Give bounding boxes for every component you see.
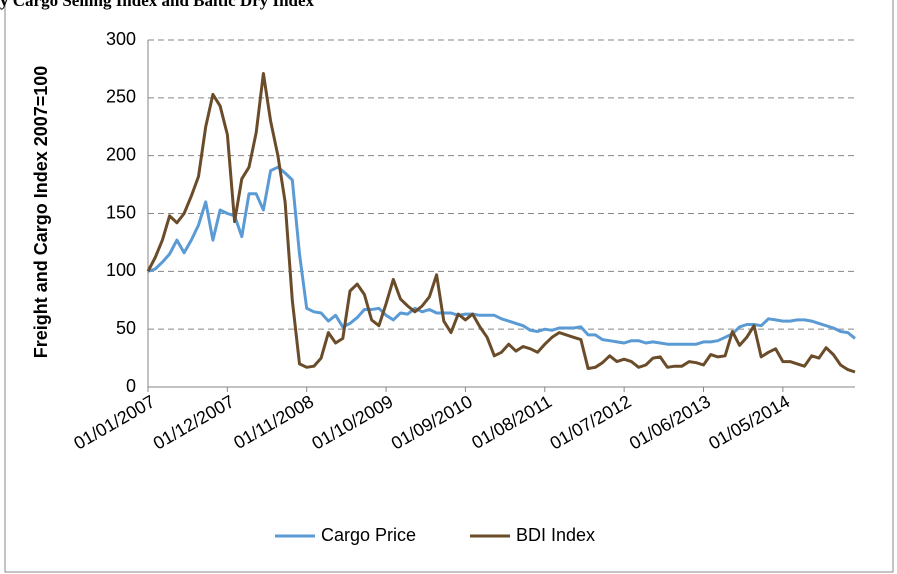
x-tick-label: 01/05/2014 — [705, 391, 793, 453]
x-tick-label: 01/06/2013 — [626, 391, 714, 453]
chart-title: y Cargo Selling Index and Baltic Dry Ind… — [0, 0, 315, 10]
y-tick-label: 200 — [106, 144, 136, 164]
legend-label: BDI Index — [516, 525, 595, 545]
x-tick-label: 01/07/2012 — [546, 391, 634, 453]
y-axis-title: Freight and Cargo Index 2007=100 — [31, 66, 51, 359]
x-tick-label: 01/10/2009 — [308, 391, 396, 453]
y-tick-label: 50 — [116, 318, 136, 338]
x-tick-label: 01/09/2010 — [388, 391, 476, 453]
y-tick-label: 250 — [106, 87, 136, 107]
y-tick-label: 300 — [106, 29, 136, 49]
x-tick-label: 01/08/2011 — [468, 391, 555, 453]
legend-label: Cargo Price — [321, 525, 416, 545]
y-tick-label: 150 — [106, 202, 136, 222]
y-tick-label: 0 — [126, 376, 136, 396]
series-line — [146, 72, 856, 374]
x-tick-label: 01/12/2007 — [150, 391, 238, 453]
series-line — [147, 165, 856, 346]
chart-frame — [4, 0, 894, 573]
x-tick-label: 01/01/2007 — [70, 391, 158, 453]
x-tick-label: 01/11/2008 — [230, 391, 317, 453]
y-tick-label: 100 — [106, 260, 136, 280]
